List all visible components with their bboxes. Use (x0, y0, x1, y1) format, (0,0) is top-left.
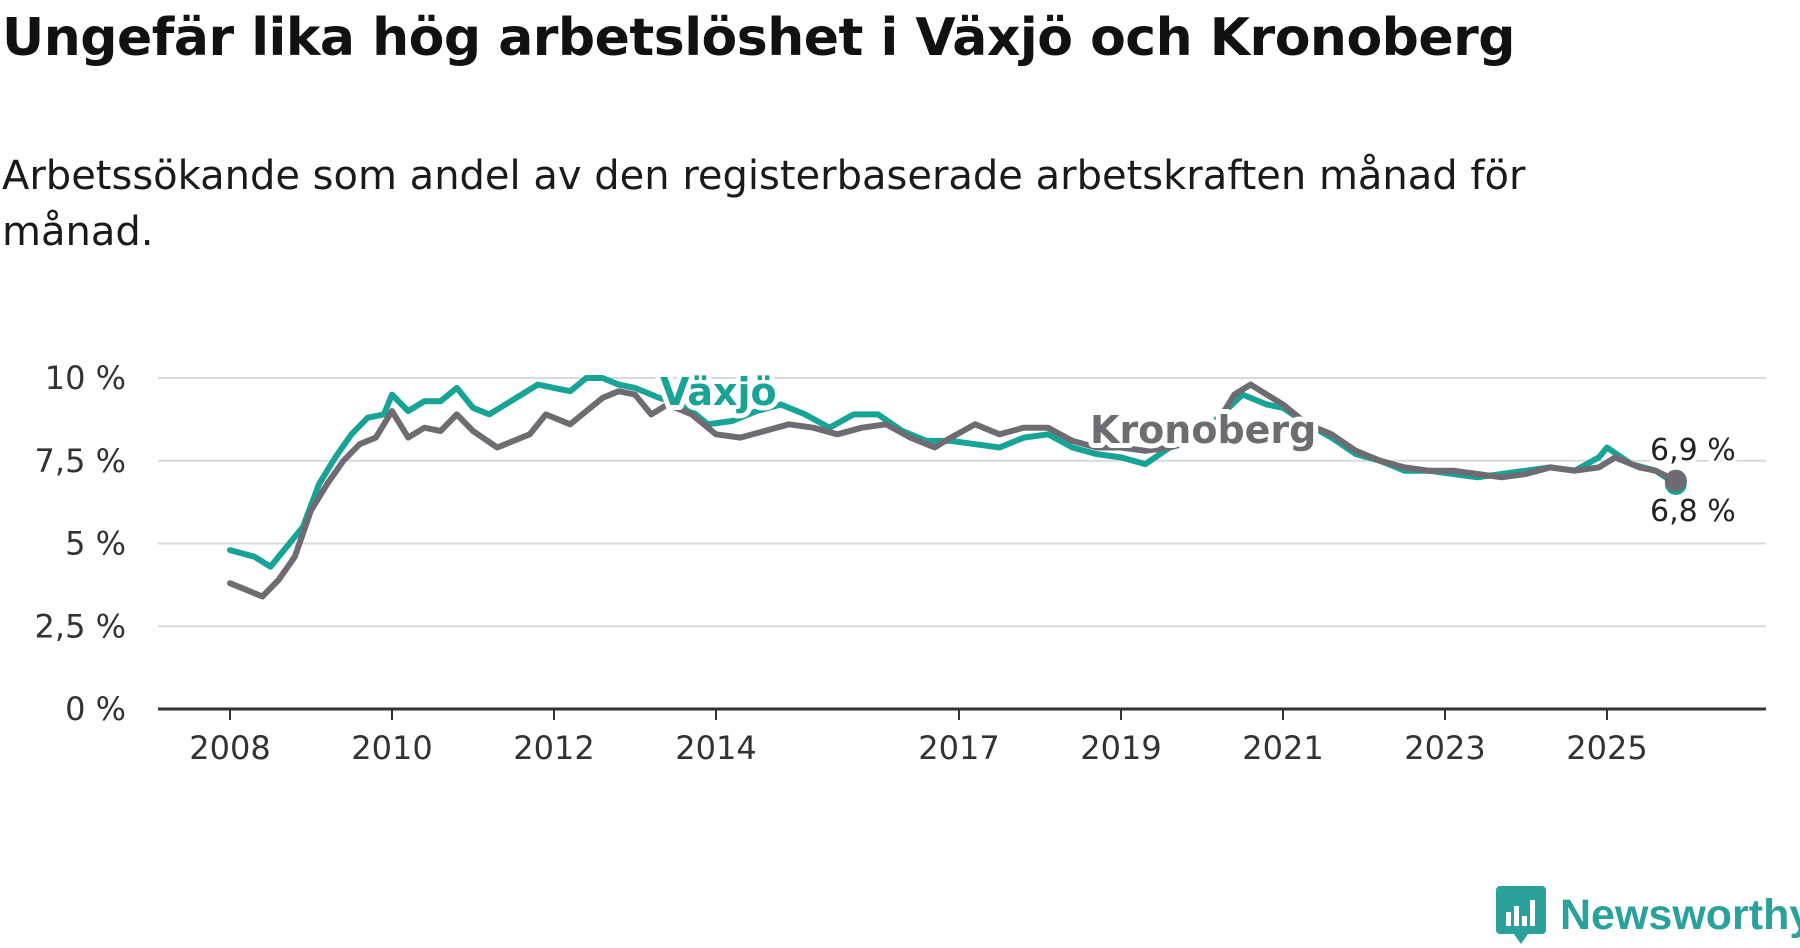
y-tick-label: 7,5 % (35, 442, 126, 480)
series-label-vaxjo: Växjö (660, 370, 777, 414)
x-tick-label: 2012 (513, 729, 594, 767)
x-tick-label: 2021 (1242, 729, 1323, 767)
series-labels: Växjö Kronoberg 6,9 % 6,8 % (655, 365, 1740, 533)
newsworthy-logo[interactable]: Newsworthy (1496, 886, 1800, 944)
x-tick-label: 2010 (351, 729, 432, 767)
chart-subtitle: Arbetssökande som andel av den registerb… (2, 153, 1526, 255)
series-end-point-kronoberg (1664, 469, 1687, 492)
gridlines (158, 377, 1766, 628)
x-tick-label: 2025 (1566, 729, 1647, 767)
y-tick-label: 5 % (65, 525, 126, 563)
chart-title: Ungefär lika hög arbetslöshet i Växjö oc… (2, 8, 1516, 68)
series-lines (227, 375, 1687, 600)
series-label-kronoberg: Kronoberg (1090, 408, 1316, 452)
series-line-kronoberg (227, 381, 1679, 600)
end-label-kronoberg: 6,9 % (1650, 433, 1736, 468)
x-tick-label: 2019 (1080, 729, 1161, 767)
x-tick-label: 2023 (1404, 729, 1485, 767)
y-tick-label: 0 % (65, 690, 126, 728)
x-tick-label: 2008 (189, 729, 270, 767)
x-tick-label: 2017 (918, 729, 999, 767)
x-axis: 2008 2010 2012 2014 2017 2019 2021 2023 2025 (158, 707, 1766, 767)
y-tick-label: 2,5 % (35, 607, 126, 645)
y-axis-ticks: 0 % 2,5 % 5 % 7,5 % 10 % (35, 359, 126, 728)
x-tick-label: 2014 (675, 729, 756, 767)
end-label-vaxjo: 6,8 % (1650, 494, 1736, 529)
y-tick-label: 10 % (45, 359, 126, 397)
newsworthy-logo-icon (1496, 886, 1546, 944)
brand-name: Newsworthy (1560, 890, 1800, 939)
